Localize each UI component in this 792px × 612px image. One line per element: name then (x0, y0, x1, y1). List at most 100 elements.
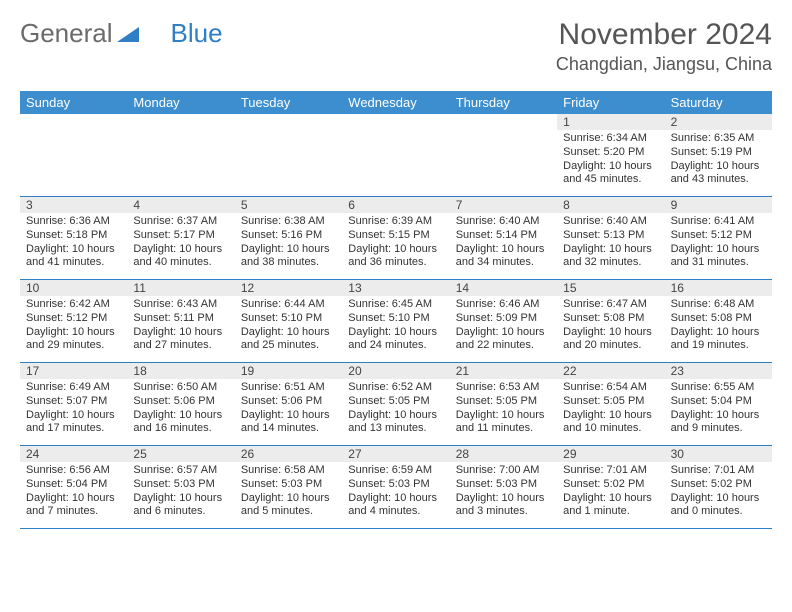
day-cell: 28Sunrise: 7:00 AMSunset: 5:03 PMDayligh… (450, 446, 557, 528)
day-line: Daylight: 10 hours and 6 minutes. (133, 492, 228, 520)
logo-part1: General (20, 18, 113, 49)
day-line: Sunset: 5:16 PM (241, 229, 336, 243)
day-number: 5 (235, 197, 342, 213)
week-row: 24Sunrise: 6:56 AMSunset: 5:04 PMDayligh… (20, 446, 772, 529)
day-header: Wednesday (342, 91, 449, 114)
day-header: Friday (557, 91, 664, 114)
day-line: Sunset: 5:05 PM (456, 395, 551, 409)
day-line: Daylight: 10 hours and 17 minutes. (26, 409, 121, 437)
day-cell (450, 114, 557, 196)
day-line: Sunrise: 6:57 AM (133, 464, 228, 478)
day-text: Sunrise: 6:41 AMSunset: 5:12 PMDaylight:… (665, 213, 772, 274)
day-text: Sunrise: 6:40 AMSunset: 5:13 PMDaylight:… (557, 213, 664, 274)
day-cell: 1Sunrise: 6:34 AMSunset: 5:20 PMDaylight… (557, 114, 664, 196)
day-number: 9 (665, 197, 772, 213)
day-line: Daylight: 10 hours and 3 minutes. (456, 492, 551, 520)
day-line: Sunset: 5:07 PM (26, 395, 121, 409)
day-number: 15 (557, 280, 664, 296)
day-line: Sunset: 5:17 PM (133, 229, 228, 243)
day-text: Sunrise: 6:52 AMSunset: 5:05 PMDaylight:… (342, 379, 449, 440)
day-line: Sunset: 5:09 PM (456, 312, 551, 326)
day-text: Sunrise: 6:38 AMSunset: 5:16 PMDaylight:… (235, 213, 342, 274)
day-line: Sunset: 5:10 PM (348, 312, 443, 326)
day-text: Sunrise: 7:01 AMSunset: 5:02 PMDaylight:… (665, 462, 772, 523)
day-number: 24 (20, 446, 127, 462)
day-number: 22 (557, 363, 664, 379)
day-cell: 5Sunrise: 6:38 AMSunset: 5:16 PMDaylight… (235, 197, 342, 279)
day-text: Sunrise: 6:45 AMSunset: 5:10 PMDaylight:… (342, 296, 449, 357)
day-line: Daylight: 10 hours and 9 minutes. (671, 409, 766, 437)
logo-triangle-icon (117, 18, 139, 49)
day-line: Daylight: 10 hours and 24 minutes. (348, 326, 443, 354)
day-number: 25 (127, 446, 234, 462)
day-text: Sunrise: 6:46 AMSunset: 5:09 PMDaylight:… (450, 296, 557, 357)
day-number: 28 (450, 446, 557, 462)
day-line: Sunrise: 6:59 AM (348, 464, 443, 478)
day-number (235, 114, 342, 116)
day-number: 27 (342, 446, 449, 462)
day-number: 4 (127, 197, 234, 213)
day-number: 29 (557, 446, 664, 462)
day-line: Sunrise: 7:01 AM (671, 464, 766, 478)
day-line: Daylight: 10 hours and 40 minutes. (133, 243, 228, 271)
day-line: Daylight: 10 hours and 22 minutes. (456, 326, 551, 354)
day-cell: 4Sunrise: 6:37 AMSunset: 5:17 PMDaylight… (127, 197, 234, 279)
calendar: SundayMondayTuesdayWednesdayThursdayFrid… (20, 91, 772, 529)
day-text: Sunrise: 6:40 AMSunset: 5:14 PMDaylight:… (450, 213, 557, 274)
day-cell: 19Sunrise: 6:51 AMSunset: 5:06 PMDayligh… (235, 363, 342, 445)
day-cell: 29Sunrise: 7:01 AMSunset: 5:02 PMDayligh… (557, 446, 664, 528)
day-number: 10 (20, 280, 127, 296)
day-header: Saturday (665, 91, 772, 114)
day-line: Daylight: 10 hours and 29 minutes. (26, 326, 121, 354)
day-number: 17 (20, 363, 127, 379)
week-row: 1Sunrise: 6:34 AMSunset: 5:20 PMDaylight… (20, 114, 772, 197)
day-line: Sunrise: 6:52 AM (348, 381, 443, 395)
day-line: Daylight: 10 hours and 25 minutes. (241, 326, 336, 354)
day-line: Sunset: 5:08 PM (671, 312, 766, 326)
day-line: Sunrise: 6:45 AM (348, 298, 443, 312)
day-line: Sunset: 5:08 PM (563, 312, 658, 326)
day-line: Sunrise: 6:46 AM (456, 298, 551, 312)
day-line: Daylight: 10 hours and 5 minutes. (241, 492, 336, 520)
location-text: Changdian, Jiangsu, China (556, 54, 772, 75)
day-line: Sunrise: 6:51 AM (241, 381, 336, 395)
day-text: Sunrise: 6:55 AMSunset: 5:04 PMDaylight:… (665, 379, 772, 440)
day-number: 26 (235, 446, 342, 462)
day-line: Sunrise: 6:35 AM (671, 132, 766, 146)
day-cell: 7Sunrise: 6:40 AMSunset: 5:14 PMDaylight… (450, 197, 557, 279)
day-line: Sunset: 5:20 PM (563, 146, 658, 160)
day-line: Sunset: 5:10 PM (241, 312, 336, 326)
day-text: Sunrise: 6:54 AMSunset: 5:05 PMDaylight:… (557, 379, 664, 440)
day-text: Sunrise: 6:37 AMSunset: 5:17 PMDaylight:… (127, 213, 234, 274)
day-line: Daylight: 10 hours and 11 minutes. (456, 409, 551, 437)
day-line: Sunrise: 6:42 AM (26, 298, 121, 312)
day-cell: 9Sunrise: 6:41 AMSunset: 5:12 PMDaylight… (665, 197, 772, 279)
day-line: Sunrise: 6:49 AM (26, 381, 121, 395)
day-cell: 21Sunrise: 6:53 AMSunset: 5:05 PMDayligh… (450, 363, 557, 445)
day-line: Daylight: 10 hours and 7 minutes. (26, 492, 121, 520)
day-text: Sunrise: 6:34 AMSunset: 5:20 PMDaylight:… (557, 130, 664, 191)
day-line: Sunset: 5:04 PM (671, 395, 766, 409)
day-headers-row: SundayMondayTuesdayWednesdayThursdayFrid… (20, 91, 772, 114)
day-cell: 15Sunrise: 6:47 AMSunset: 5:08 PMDayligh… (557, 280, 664, 362)
day-line: Sunrise: 6:53 AM (456, 381, 551, 395)
day-line: Sunrise: 7:01 AM (563, 464, 658, 478)
day-line: Sunrise: 6:56 AM (26, 464, 121, 478)
month-title: November 2024 (556, 18, 772, 52)
day-line: Sunset: 5:18 PM (26, 229, 121, 243)
day-line: Sunrise: 7:00 AM (456, 464, 551, 478)
day-line: Sunrise: 6:58 AM (241, 464, 336, 478)
day-line: Sunset: 5:14 PM (456, 229, 551, 243)
day-cell: 6Sunrise: 6:39 AMSunset: 5:15 PMDaylight… (342, 197, 449, 279)
day-number (20, 114, 127, 116)
day-line: Sunset: 5:04 PM (26, 478, 121, 492)
day-line: Sunrise: 6:40 AM (563, 215, 658, 229)
day-cell: 10Sunrise: 6:42 AMSunset: 5:12 PMDayligh… (20, 280, 127, 362)
day-number: 23 (665, 363, 772, 379)
day-number: 1 (557, 114, 664, 130)
day-line: Sunset: 5:05 PM (563, 395, 658, 409)
day-line: Sunrise: 6:44 AM (241, 298, 336, 312)
week-row: 17Sunrise: 6:49 AMSunset: 5:07 PMDayligh… (20, 363, 772, 446)
day-line: Sunrise: 6:47 AM (563, 298, 658, 312)
day-text: Sunrise: 6:57 AMSunset: 5:03 PMDaylight:… (127, 462, 234, 523)
